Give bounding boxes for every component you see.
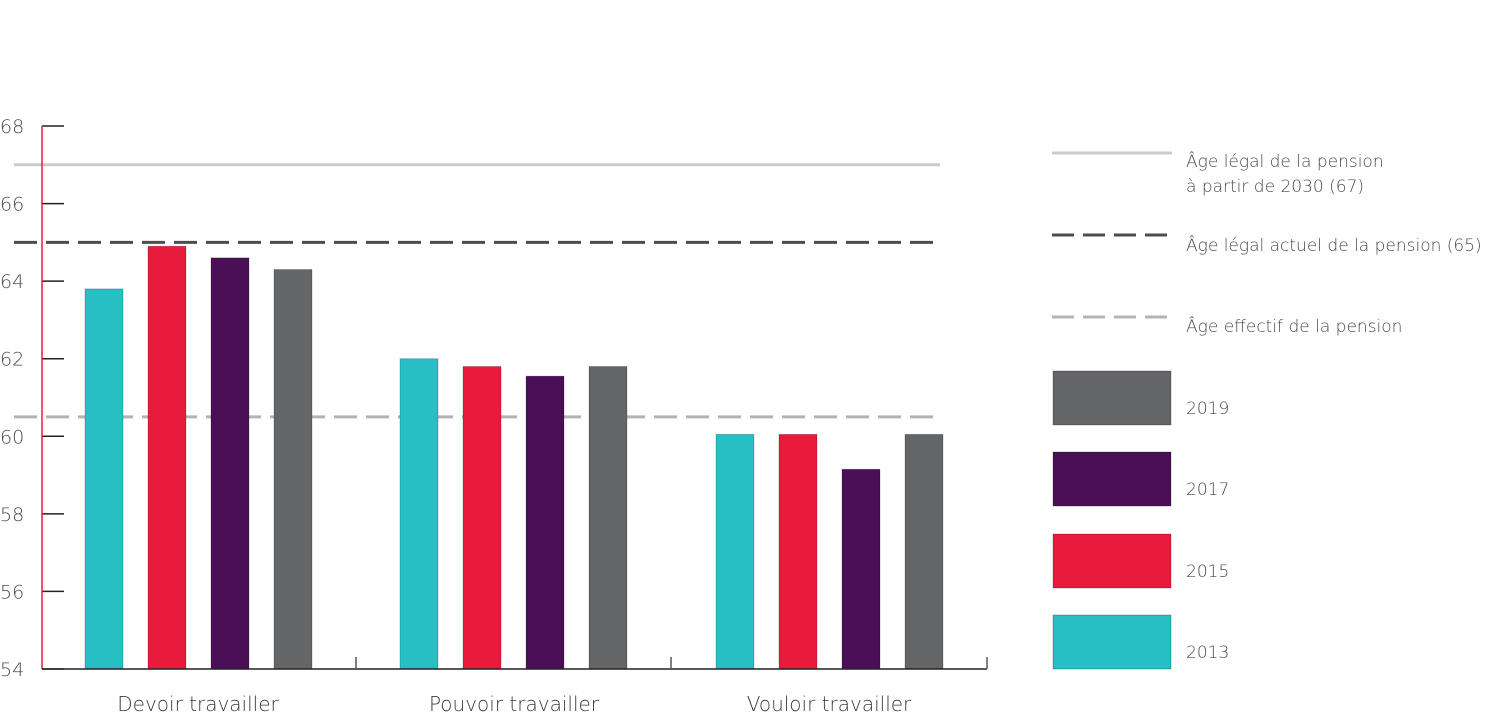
axes [41, 126, 988, 670]
bar-2019-3 [904, 433, 944, 670]
bar-2015-2 [462, 366, 502, 670]
y-tick-label: 56 [0, 581, 24, 603]
legend-swatch-2019 [1052, 370, 1172, 426]
legend-swatch-2015 [1052, 533, 1172, 589]
y-tick-label: 68 [0, 116, 24, 138]
legend-swatch-2017 [1052, 451, 1172, 507]
bar-2015-1 [147, 245, 187, 670]
bar-2019-1 [273, 269, 313, 670]
y-tick-label: 54 [0, 659, 24, 681]
bars [84, 245, 944, 670]
bar-2019-2 [588, 366, 628, 670]
legend-label: Âge effectif de la pension [1186, 315, 1402, 337]
bar-2015-3 [778, 433, 818, 670]
y-tick-label: 62 [0, 349, 24, 371]
y-axis-ticks: 54 56 58 60 62 64 66 68 [0, 116, 64, 681]
legend-label: 2013 [1186, 643, 1229, 663]
legend-label: à partir de 2030 (67) [1186, 177, 1364, 197]
bar-2013-2 [399, 358, 439, 670]
legend-swatch-2013 [1052, 614, 1172, 670]
legend: Âge légal de la pension à partir de 2030 … [1052, 150, 1482, 670]
legend-label: Âge légal de la pension [1186, 150, 1384, 172]
legend-label: 2019 [1186, 399, 1229, 419]
bar-2017-2 [525, 375, 565, 670]
bar-2013-3 [715, 433, 755, 670]
category-labels: Devoir travailler Pouvoir travailler Voulo… [117, 692, 912, 716]
legend-label: 2017 [1186, 480, 1229, 500]
x-category-label: Vouloir travailler [747, 692, 912, 716]
bar-2017-1 [210, 257, 250, 670]
y-tick-label: 58 [0, 504, 24, 526]
legend-label: Âge légal actuel de la pension (65) [1186, 234, 1482, 256]
x-category-label: Pouvoir travailler [429, 692, 600, 716]
bar-2017-3 [841, 468, 881, 670]
y-tick-label: 64 [0, 271, 24, 293]
y-tick-label: 66 [0, 194, 24, 216]
x-category-label: Devoir travailler [117, 692, 279, 716]
y-tick-label: 60 [0, 426, 24, 448]
legend-label: 2015 [1186, 562, 1229, 582]
bar-2013-1 [84, 288, 124, 670]
